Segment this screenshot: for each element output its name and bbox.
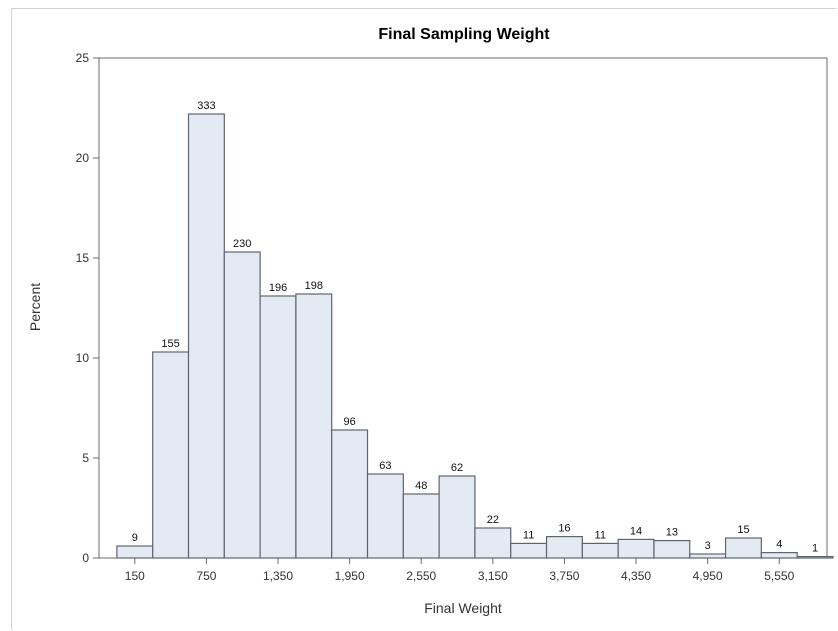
histogram-bar xyxy=(295,293,333,559)
x-axis: 150 750 1,350 1,950 2,550 3,150 3,750 4,350 4,95… xyxy=(125,558,795,583)
y-tick-label: 15 xyxy=(76,251,90,265)
histogram-bar xyxy=(152,351,190,559)
histogram-bar xyxy=(689,553,727,559)
y-axis-title: Percent xyxy=(27,283,43,331)
bar-count-label: 230 xyxy=(233,238,251,250)
bar-count-label: 333 xyxy=(197,100,215,112)
bar-count-label: 62 xyxy=(451,462,463,474)
histogram-bar xyxy=(796,555,834,559)
x-tick-label: 3,150 xyxy=(478,569,508,583)
bar-count-label: 9 xyxy=(132,532,138,544)
histogram-bar xyxy=(402,493,440,559)
chart-frame xyxy=(11,8,837,630)
bar-count-label: 13 xyxy=(666,527,678,539)
y-tick-label: 0 xyxy=(82,551,89,565)
y-tick-label: 10 xyxy=(76,351,90,365)
bar-count-label: 4 xyxy=(776,539,782,551)
histogram-bar xyxy=(331,429,369,559)
x-tick-label: 5,550 xyxy=(764,569,794,583)
bar-count-label: 14 xyxy=(630,525,642,537)
x-axis-title: Final Weight xyxy=(424,600,502,616)
bar-count-label: 196 xyxy=(269,282,287,294)
data-labels-layer: 9 155 333 230 196 198 96 63 48 62 22 11 16 11 14 13 3 15 4… xyxy=(132,100,818,555)
bar-count-label: 155 xyxy=(161,338,179,350)
bar-count-label: 48 xyxy=(415,480,427,492)
histogram-bar xyxy=(510,542,548,559)
x-tick-label: 1,350 xyxy=(263,569,293,583)
y-tick-label: 20 xyxy=(76,151,90,165)
histogram-bar xyxy=(438,475,476,559)
bar-count-label: 16 xyxy=(558,523,570,535)
bar-count-label: 63 xyxy=(379,460,391,472)
bar-count-label: 15 xyxy=(737,524,749,536)
bars-layer xyxy=(116,113,834,559)
histogram-bar xyxy=(581,542,619,559)
x-tick-label: 4,950 xyxy=(693,569,723,583)
histogram-bar xyxy=(760,551,798,559)
y-tick-label: 25 xyxy=(76,51,90,65)
bar-count-label: 11 xyxy=(523,529,534,541)
chart-title: Final Sampling Weight xyxy=(378,26,550,43)
x-tick-label: 1,950 xyxy=(335,569,365,583)
histogram-bar xyxy=(653,539,691,559)
histogram-bar xyxy=(259,295,297,559)
x-tick-label: 750 xyxy=(196,569,216,583)
bar-count-label: 22 xyxy=(487,514,499,526)
bar-count-label: 3 xyxy=(705,540,711,552)
bar-count-label: 11 xyxy=(595,529,606,541)
histogram-bar xyxy=(545,535,583,559)
histogram-bar xyxy=(617,538,655,559)
x-tick-label: 3,750 xyxy=(549,569,579,583)
bar-count-label: 198 xyxy=(305,280,323,292)
y-tick-label: 5 xyxy=(82,451,89,465)
histogram-bar xyxy=(724,537,762,559)
histogram-bar xyxy=(366,473,404,559)
x-tick-label: 4,350 xyxy=(621,569,651,583)
x-tick-label: 2,550 xyxy=(406,569,436,583)
histogram-bar xyxy=(187,113,225,559)
histogram-bar xyxy=(474,527,512,559)
histogram-bar xyxy=(223,251,261,559)
bar-count-label: 1 xyxy=(812,543,818,555)
bar-count-label: 96 xyxy=(343,416,355,428)
histogram-bar xyxy=(116,545,154,559)
x-tick-label: 150 xyxy=(125,569,145,583)
y-axis: 0 5 10 15 20 25 xyxy=(76,51,99,565)
